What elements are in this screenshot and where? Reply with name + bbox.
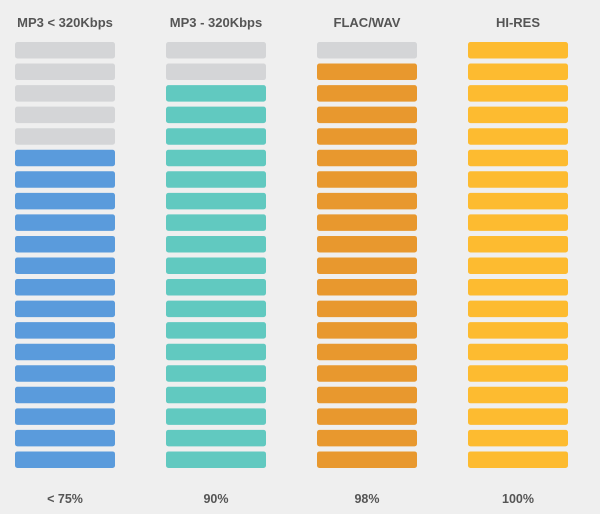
value-label-hi-res: 100%	[502, 492, 534, 506]
filled-segment-hi-res	[468, 279, 568, 296]
filled-segment-flac-wav	[317, 451, 417, 468]
filled-segment-mp3-320kbps	[166, 386, 266, 404]
filled-segment-flac-wav	[317, 171, 417, 188]
filled-segment-mp3-320kbps	[166, 85, 266, 102]
filled-segment-mp3-320kbps	[166, 279, 266, 296]
filled-segment-hi-res	[468, 451, 568, 468]
filled-segment-mp3-320kbps	[166, 149, 266, 167]
filled-segment-mp3-320kbps	[166, 235, 266, 253]
value-label-mp3-320kbps: 90%	[203, 492, 228, 506]
filled-segment-mp3-320kbps	[15, 149, 115, 167]
filled-segment-flac-wav	[317, 214, 417, 231]
filled-segment-mp3-320kbps	[166, 192, 266, 210]
filled-segment-hi-res	[468, 386, 568, 404]
filled-segment-mp3-320kbps	[166, 214, 266, 231]
filled-segment-hi-res	[468, 300, 568, 318]
filled-segment-flac-wav	[317, 408, 417, 425]
filled-segment-mp3-320kbps	[15, 429, 115, 447]
filled-segment-hi-res	[468, 343, 568, 361]
filled-segment-mp3-320kbps	[166, 451, 266, 468]
filled-segment-mp3-320kbps	[15, 408, 115, 425]
filled-segment-flac-wav	[317, 386, 417, 404]
filled-segment-flac-wav	[317, 85, 417, 102]
filled-segment-mp3-320kbps	[15, 386, 115, 404]
filled-segment-hi-res	[468, 214, 568, 231]
empty-segment-mp3-320kbps	[15, 85, 115, 102]
filled-segment-mp3-320kbps	[166, 408, 266, 425]
empty-segment-mp3-320kbps	[15, 42, 115, 59]
filled-segment-hi-res	[468, 128, 568, 145]
filled-segment-hi-res	[468, 42, 568, 59]
filled-segment-hi-res	[468, 429, 568, 447]
column-title-flac-wav: FLAC/WAV	[334, 15, 401, 30]
filled-segment-mp3-320kbps	[166, 257, 266, 274]
filled-segment-flac-wav	[317, 300, 417, 318]
filled-segment-mp3-320kbps	[15, 214, 115, 231]
filled-segment-mp3-320kbps	[15, 171, 115, 188]
filled-segment-mp3-320kbps	[15, 365, 115, 382]
filled-segment-flac-wav	[317, 128, 417, 145]
filled-segment-hi-res	[468, 106, 568, 124]
filled-segment-mp3-320kbps	[166, 365, 266, 382]
filled-segment-hi-res	[468, 149, 568, 167]
filled-segment-hi-res	[468, 257, 568, 274]
filled-segment-mp3-320kbps	[15, 322, 115, 339]
filled-segment-mp3-320kbps	[166, 300, 266, 318]
filled-segment-flac-wav	[317, 279, 417, 296]
column-title-mp3-320kbps: MP3 - 320Kbps	[170, 15, 262, 30]
filled-segment-mp3-320kbps	[15, 192, 115, 210]
filled-segment-mp3-320kbps	[166, 171, 266, 188]
filled-segment-hi-res	[468, 85, 568, 102]
filled-segment-hi-res	[468, 322, 568, 339]
filled-segment-mp3-320kbps	[15, 279, 115, 296]
filled-segment-mp3-320kbps	[166, 128, 266, 145]
filled-segment-flac-wav	[317, 365, 417, 382]
filled-segment-hi-res	[468, 192, 568, 210]
filled-segment-mp3-320kbps	[15, 451, 115, 468]
filled-segment-hi-res	[468, 235, 568, 253]
filled-segment-flac-wav	[317, 235, 417, 253]
filled-segment-mp3-320kbps	[166, 343, 266, 361]
filled-segment-hi-res	[468, 63, 568, 81]
filled-segment-mp3-320kbps	[15, 235, 115, 253]
filled-segment-mp3-320kbps	[15, 343, 115, 361]
filled-segment-flac-wav	[317, 429, 417, 447]
filled-segment-mp3-320kbps	[166, 106, 266, 124]
filled-segment-mp3-320kbps	[15, 300, 115, 318]
filled-segment-hi-res	[468, 408, 568, 425]
empty-segment-mp3-320kbps	[15, 63, 115, 81]
filled-segment-mp3-320kbps	[166, 322, 266, 339]
filled-segment-flac-wav	[317, 192, 417, 210]
value-label-mp3-320kbps: < 75%	[47, 492, 83, 506]
empty-segment-mp3-320kbps	[166, 63, 266, 81]
filled-segment-flac-wav	[317, 106, 417, 124]
filled-segment-flac-wav	[317, 257, 417, 274]
filled-segment-mp3-320kbps	[166, 429, 266, 447]
filled-segment-hi-res	[468, 365, 568, 382]
filled-segment-mp3-320kbps	[15, 257, 115, 274]
empty-segment-mp3-320kbps	[15, 106, 115, 124]
filled-segment-flac-wav	[317, 149, 417, 167]
value-label-flac-wav: 98%	[354, 492, 379, 506]
empty-segment-flac-wav	[317, 42, 417, 59]
filled-segment-flac-wav	[317, 322, 417, 339]
filled-segment-flac-wav	[317, 63, 417, 81]
empty-segment-mp3-320kbps	[15, 128, 115, 145]
empty-segment-mp3-320kbps	[166, 42, 266, 59]
column-title-hi-res: HI-RES	[496, 15, 540, 30]
column-title-mp3-320kbps: MP3 < 320Kbps	[17, 15, 113, 30]
filled-segment-flac-wav	[317, 343, 417, 361]
filled-segment-hi-res	[468, 171, 568, 188]
